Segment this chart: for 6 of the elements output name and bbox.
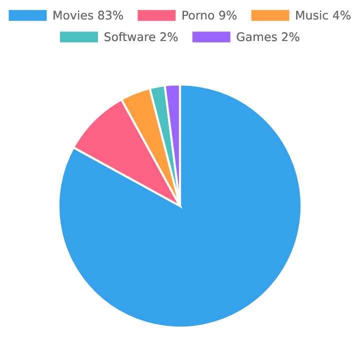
legend-label: Movies 83% — [54, 10, 123, 20]
legend-label: Porno 9% — [182, 10, 237, 20]
legend-label: Software 2% — [104, 32, 178, 42]
legend-label: Music 4% — [296, 10, 350, 20]
pie-slice — [57, 83, 303, 329]
legend-label: Games 2% — [236, 32, 300, 42]
